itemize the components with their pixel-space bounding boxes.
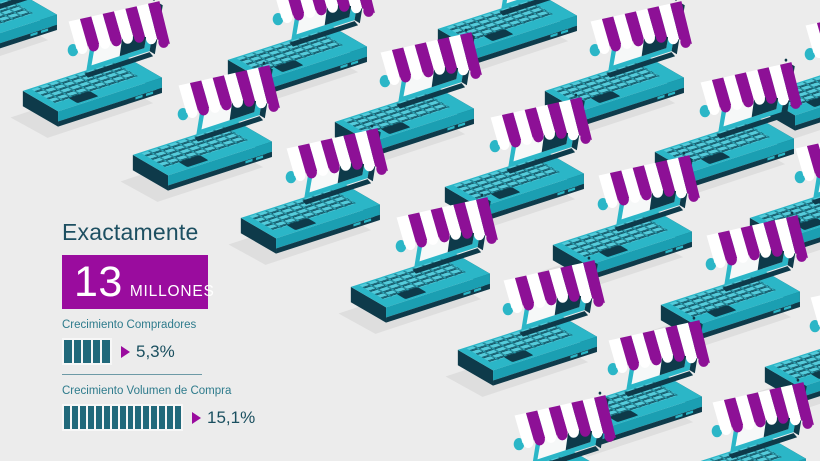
bar-segment [71,406,78,429]
divider [62,374,202,375]
metric-buyers: Crecimiento Compradores 5,3% [62,319,292,365]
growth-arrow-icon [192,411,201,424]
metric-volume-bar [62,404,183,431]
headline-box: 13 MILLONES [62,255,214,309]
bar-segment [95,406,102,429]
bar-segment [102,340,110,363]
metric-volume-value: 15,1% [207,407,256,427]
growth-arrow-icon [121,345,130,358]
headline-number: 13 [74,258,123,306]
bar-segment [64,406,70,429]
bar-segment [79,406,86,429]
bar-segment [87,406,94,429]
metric-buyers-value: 5,3% [136,341,175,361]
bar-segment [83,340,91,363]
bar-segment [92,340,101,363]
bar-segment [175,406,182,429]
headline-intro: Exactamente [62,219,199,245]
metric-buyers-label: Crecimiento Compradores [62,319,197,331]
stats-panel: Exactamente 13 MILLONES Crecimiento Compr… [62,219,292,431]
bar-segment [127,406,134,429]
headline-unit: MILLONES [129,283,215,300]
metric-volume-label: Crecimiento Volumen de Compra [62,385,232,397]
metric-buyers-bar [62,338,112,365]
bar-segment [167,406,174,429]
bar-segment [151,406,158,429]
bar-segment [103,406,110,429]
laptop-store-icon [456,391,616,461]
bar-segment [135,406,142,429]
laptop-store-icon [0,0,65,75]
bar-segment [111,406,118,429]
bar-segment [159,406,166,429]
bar-segment [143,406,150,429]
metric-volume: Crecimiento Volumen de Compra 15,1% [62,385,292,431]
bar-segment [64,340,72,363]
metric-buyers-bar-row: 5,3% [62,338,292,365]
bar-segment [73,340,82,363]
bar-segment [119,406,126,429]
metric-volume-bar-row: 15,1% [62,404,292,431]
